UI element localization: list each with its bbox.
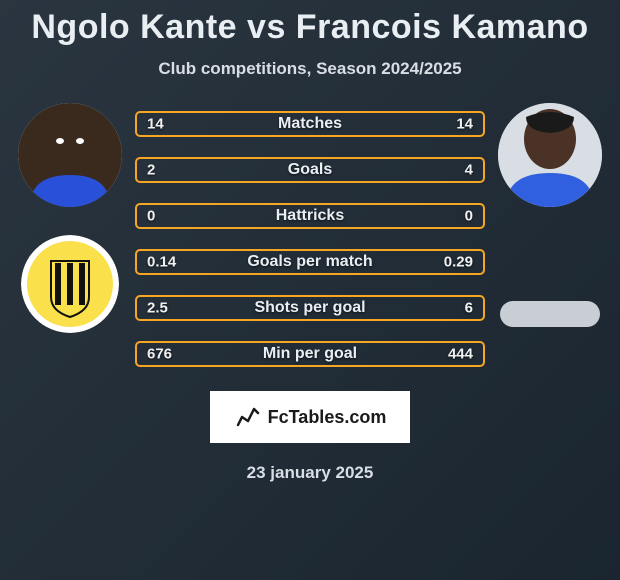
stat-row: 2 Goals 4 <box>135 157 485 183</box>
comparison-card: Ngolo Kante vs Francois Kamano Club comp… <box>0 0 620 580</box>
stripe1 <box>55 263 61 305</box>
left-column <box>15 103 125 333</box>
stat-right-value: 0.29 <box>444 254 473 271</box>
stat-label: Goals <box>137 161 483 179</box>
stat-left-value: 14 <box>147 116 164 133</box>
stat-label: Min per goal <box>137 345 483 363</box>
stat-right-value: 4 <box>465 162 473 179</box>
eye-left <box>56 138 64 144</box>
stat-row: 676 Min per goal 444 <box>135 341 485 367</box>
stat-left-value: 676 <box>147 346 172 363</box>
player-right-avatar <box>498 103 602 207</box>
team-left-svg <box>21 235 119 333</box>
page-subtitle: Club competitions, Season 2024/2025 <box>158 59 461 79</box>
stat-row: 14 Matches 14 <box>135 111 485 137</box>
avatar-right-svg <box>498 103 602 207</box>
head <box>46 113 94 169</box>
team-right-pill <box>500 301 600 327</box>
stat-right-value: 6 <box>465 300 473 317</box>
page-title: Ngolo Kante vs Francois Kamano <box>31 8 588 47</box>
stat-label: Goals per match <box>137 253 483 271</box>
stat-label: Matches <box>137 115 483 133</box>
avatar-left-svg <box>18 103 122 207</box>
stripe2 <box>67 263 73 305</box>
stat-left-value: 0 <box>147 208 155 225</box>
stat-row: 2.5 Shots per goal 6 <box>135 295 485 321</box>
stripe3 <box>79 263 85 305</box>
right-column <box>495 103 605 327</box>
footer-site-badge[interactable]: FcTables.com <box>210 391 410 443</box>
footer-site-text: FcTables.com <box>268 407 387 428</box>
stat-right-value: 0 <box>465 208 473 225</box>
stat-left-value: 2 <box>147 162 155 179</box>
content-row: 14 Matches 14 2 Goals 4 0 Hattricks 0 0.… <box>0 103 620 367</box>
site-logo-icon <box>234 403 262 431</box>
stat-label: Shots per goal <box>137 299 483 317</box>
stat-left-value: 2.5 <box>147 300 168 317</box>
stat-label: Hattricks <box>137 207 483 225</box>
stat-row: 0 Hattricks 0 <box>135 203 485 229</box>
stat-row: 0.14 Goals per match 0.29 <box>135 249 485 275</box>
stats-column: 14 Matches 14 2 Goals 4 0 Hattricks 0 0.… <box>135 103 485 367</box>
stat-right-value: 444 <box>448 346 473 363</box>
team-left-badge <box>21 235 119 333</box>
player-left-avatar <box>18 103 122 207</box>
stat-left-value: 0.14 <box>147 254 176 271</box>
eye-right <box>76 138 84 144</box>
footer-date: 23 january 2025 <box>247 463 374 483</box>
stat-right-value: 14 <box>456 116 473 133</box>
